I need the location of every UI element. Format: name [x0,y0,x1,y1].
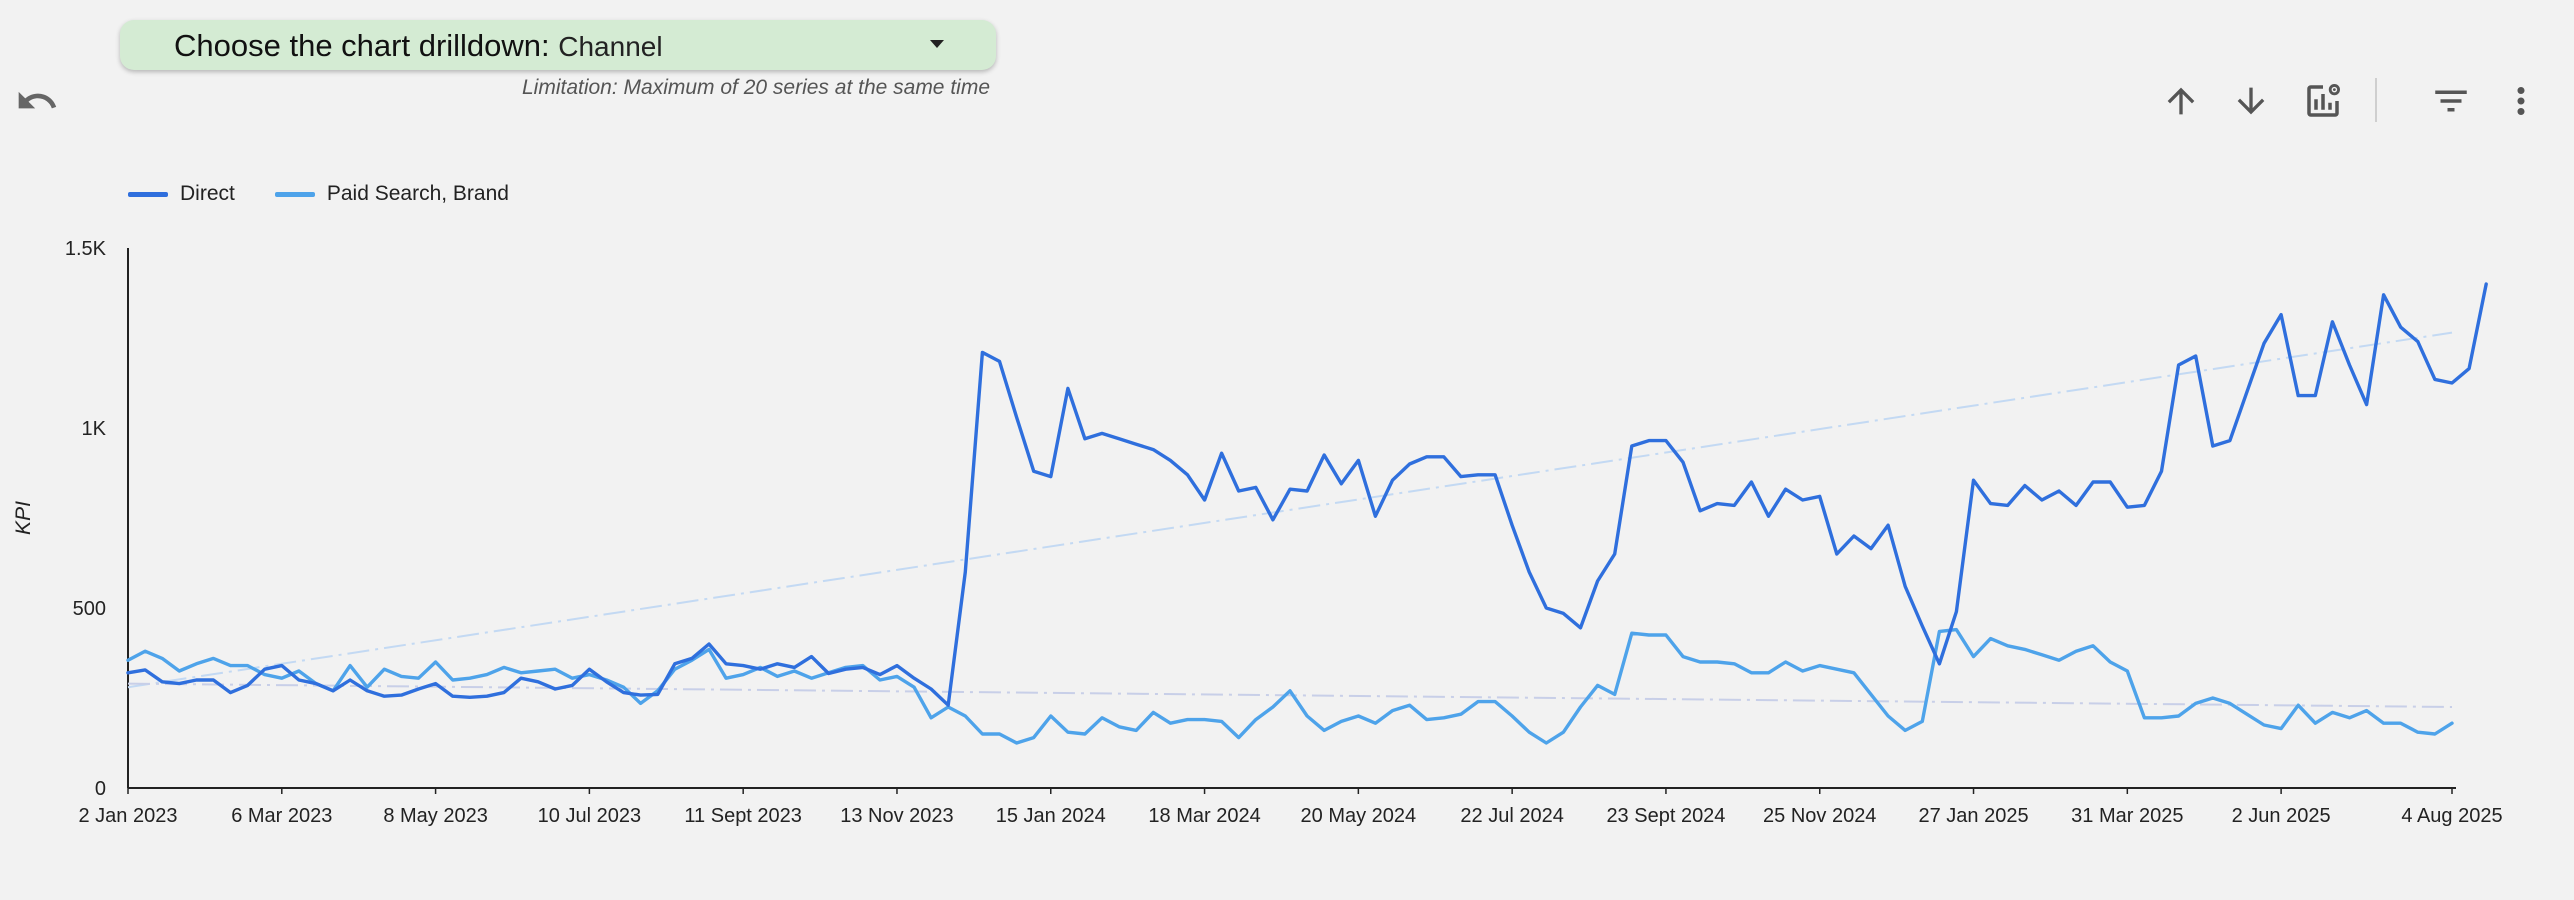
x-tick-label: 31 Mar 2025 [2071,805,2183,827]
sort-up-button[interactable] [2156,76,2206,126]
y-tick-label: 1.5K [65,238,107,260]
x-tick-label: 4 Aug 2025 [2401,805,2502,827]
legend-swatch-paid-search-brand [274,191,315,197]
x-tick-label: 8 May 2023 [383,805,488,827]
x-tick-label: 20 May 2024 [1301,805,1417,827]
toolbar-divider [2375,78,2377,122]
more-vert-icon [2517,87,2525,115]
chart-settings-button[interactable] [2298,76,2348,126]
drilldown-limitation-note: Limitation: Maximum of 20 series at the … [521,76,990,99]
x-tick-label: 13 Nov 2023 [840,805,953,827]
legend-item-direct[interactable]: Direct [128,182,235,206]
filter-icon [2435,90,2467,112]
x-tick-label: 2 Jun 2025 [2232,805,2331,827]
x-tick-label: 18 Mar 2024 [1148,805,1260,827]
drilldown-text: Choose the chart drilldown: Channel [174,28,663,64]
caret-down-icon [930,40,944,48]
arrow-up-icon [2167,87,2195,115]
x-tick-label: 2 Jan 2023 [79,805,178,827]
legend-label-direct: Direct [180,182,235,205]
chart-drilldown-selector[interactable]: Choose the chart drilldown: Channel [120,20,996,70]
x-tick-label: 10 Jul 2023 [538,805,641,827]
sort-down-button[interactable] [2226,76,2276,126]
x-tick-label: 11 Sept 2023 [684,805,802,827]
legend-item-paid-search-brand[interactable]: Paid Search, Brand [274,182,509,206]
drilldown-value: Channel [558,31,663,62]
legend-swatch-direct [128,191,168,197]
y-tick-label: 0 [95,778,106,800]
series-line-direct [126,282,2488,707]
more-options-button[interactable] [2496,76,2546,126]
trendline-paid-search-brand [127,682,2453,708]
chart-settings-icon [2307,84,2340,117]
series-line-paid-search-brand [126,627,2454,745]
arrow-down-icon [2237,87,2265,115]
chart-legend: Direct Paid Search, Brand [128,182,509,206]
undo-icon [18,91,57,109]
x-tick-label: 15 Jan 2024 [996,805,1106,827]
undo-button[interactable] [12,76,62,126]
y-tick-label: 500 [73,598,106,620]
x-tick-label: 25 Nov 2024 [1763,805,1876,827]
legend-label-paid-search-brand: Paid Search, Brand [326,182,509,205]
filter-button[interactable] [2426,76,2476,126]
trendline-direct [127,331,2453,689]
x-tick-label: 6 Mar 2023 [231,805,332,827]
drilldown-label: Choose the chart drilldown: [174,28,559,63]
x-tick-label: 27 Jan 2025 [1918,805,2028,827]
y-axis-title: KPI [12,501,35,535]
y-tick-label: 1K [82,418,107,440]
x-tick-label: 23 Sept 2024 [1606,805,1725,827]
x-tick-label: 22 Jul 2024 [1460,805,1563,827]
